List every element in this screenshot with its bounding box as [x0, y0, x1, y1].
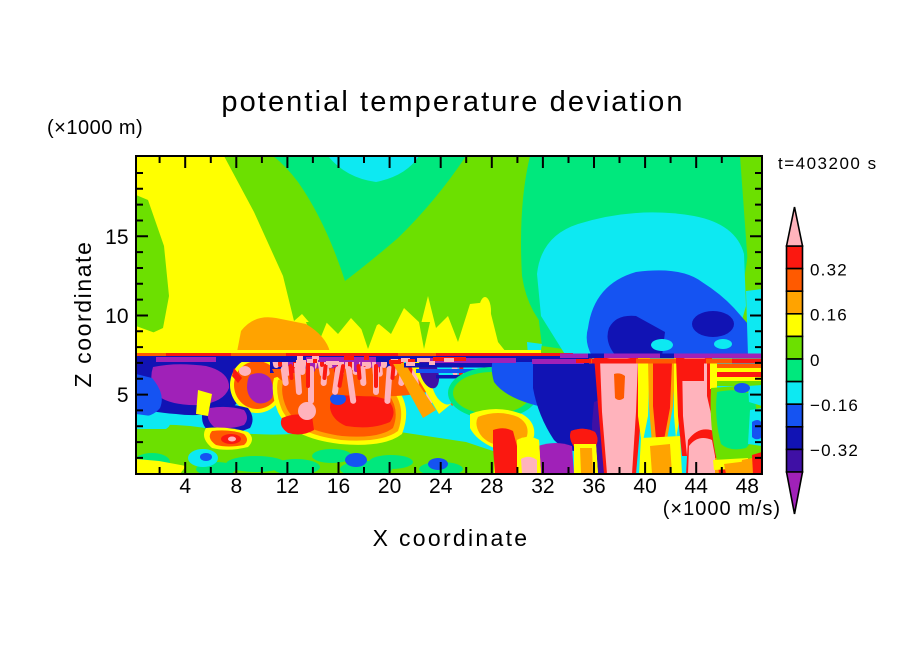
- svg-text:0.16: 0.16: [810, 306, 848, 325]
- svg-text:40: 40: [633, 475, 656, 498]
- svg-text:t=403200 s: t=403200 s: [778, 154, 878, 173]
- svg-text:−0.16: −0.16: [810, 396, 859, 415]
- svg-text:10: 10: [105, 305, 128, 328]
- svg-text:potential temperature deviatio: potential temperature deviation: [221, 86, 684, 118]
- svg-text:5: 5: [117, 384, 129, 407]
- svg-text:32: 32: [531, 475, 554, 498]
- svg-text:0: 0: [810, 351, 821, 370]
- svg-text:48: 48: [736, 475, 759, 498]
- svg-text:Z coordinate: Z coordinate: [70, 240, 96, 387]
- svg-text:15: 15: [105, 226, 128, 249]
- svg-text:(×1000 m): (×1000 m): [47, 117, 143, 139]
- svg-text:4: 4: [179, 475, 191, 498]
- svg-text:36: 36: [582, 475, 605, 498]
- svg-text:16: 16: [327, 475, 350, 498]
- svg-text:8: 8: [230, 475, 242, 498]
- svg-text:24: 24: [429, 475, 453, 498]
- svg-text:20: 20: [378, 475, 401, 498]
- svg-text:28: 28: [480, 475, 503, 498]
- svg-text:0.32: 0.32: [810, 260, 848, 279]
- svg-text:−0.32: −0.32: [810, 441, 859, 460]
- svg-text:(×1000 m/s): (×1000 m/s): [663, 498, 781, 520]
- svg-text:12: 12: [276, 475, 299, 498]
- svg-text:X coordinate: X coordinate: [373, 525, 530, 551]
- svg-text:44: 44: [685, 475, 709, 498]
